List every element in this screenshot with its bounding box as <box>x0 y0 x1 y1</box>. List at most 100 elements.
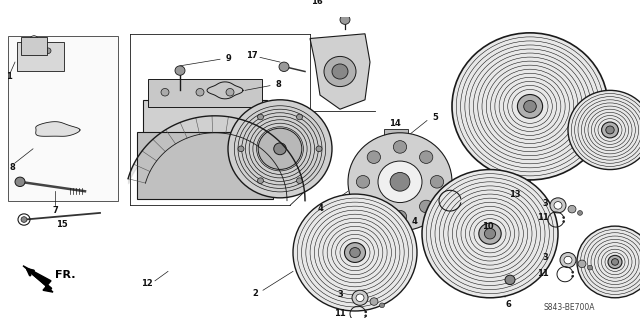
Circle shape <box>257 114 264 120</box>
Circle shape <box>611 259 618 265</box>
Circle shape <box>316 146 322 152</box>
Text: 10: 10 <box>482 222 494 231</box>
FancyBboxPatch shape <box>17 42 64 70</box>
Circle shape <box>367 200 381 213</box>
Circle shape <box>365 311 367 313</box>
Text: 17: 17 <box>246 51 258 60</box>
Circle shape <box>563 220 564 222</box>
Circle shape <box>422 170 558 298</box>
Circle shape <box>356 175 370 188</box>
Circle shape <box>356 294 364 301</box>
Text: 3: 3 <box>542 199 548 208</box>
Text: FR.: FR. <box>55 270 76 280</box>
FancyBboxPatch shape <box>384 129 408 144</box>
Text: 4: 4 <box>317 204 323 213</box>
Circle shape <box>380 303 385 308</box>
Circle shape <box>279 62 289 71</box>
Circle shape <box>293 194 417 311</box>
Circle shape <box>226 88 234 96</box>
Circle shape <box>550 198 566 213</box>
Circle shape <box>352 290 368 305</box>
Circle shape <box>348 133 452 231</box>
Circle shape <box>324 56 356 86</box>
Circle shape <box>606 126 614 134</box>
Circle shape <box>460 197 462 200</box>
Circle shape <box>554 202 562 209</box>
Circle shape <box>578 260 586 268</box>
Text: 7: 7 <box>52 206 58 215</box>
Circle shape <box>577 211 582 215</box>
Polygon shape <box>23 266 53 292</box>
Circle shape <box>296 178 303 183</box>
FancyBboxPatch shape <box>2 19 638 316</box>
Circle shape <box>161 88 169 96</box>
Text: 1: 1 <box>6 72 12 81</box>
Text: 11: 11 <box>334 309 346 318</box>
FancyBboxPatch shape <box>143 100 267 160</box>
FancyBboxPatch shape <box>137 132 273 199</box>
Text: 3: 3 <box>337 291 343 300</box>
Circle shape <box>257 178 264 183</box>
Circle shape <box>21 217 27 222</box>
Circle shape <box>258 128 302 169</box>
Text: 8: 8 <box>9 163 15 172</box>
Circle shape <box>365 315 367 317</box>
Circle shape <box>460 202 462 204</box>
Circle shape <box>24 43 32 51</box>
Text: 3: 3 <box>542 253 548 262</box>
Text: 8: 8 <box>275 80 281 89</box>
Circle shape <box>30 36 38 43</box>
Circle shape <box>15 177 25 187</box>
Circle shape <box>296 114 303 120</box>
Circle shape <box>572 271 573 273</box>
FancyBboxPatch shape <box>21 37 47 56</box>
Circle shape <box>228 100 332 198</box>
Circle shape <box>479 223 501 244</box>
Circle shape <box>387 134 393 139</box>
Circle shape <box>238 146 244 152</box>
Text: 5: 5 <box>432 113 438 122</box>
FancyBboxPatch shape <box>8 36 118 201</box>
Circle shape <box>394 141 406 153</box>
Text: 12: 12 <box>141 279 153 288</box>
Circle shape <box>196 88 204 96</box>
Circle shape <box>367 151 381 163</box>
Text: 11: 11 <box>537 269 549 278</box>
Circle shape <box>564 256 572 264</box>
Circle shape <box>394 211 406 223</box>
Text: S843-BE700A: S843-BE700A <box>543 303 595 312</box>
Circle shape <box>419 200 433 213</box>
Text: 6: 6 <box>505 300 511 309</box>
Text: 4: 4 <box>412 217 418 226</box>
Circle shape <box>452 33 608 180</box>
Circle shape <box>274 143 286 155</box>
Circle shape <box>602 122 618 138</box>
Circle shape <box>175 66 185 75</box>
Polygon shape <box>310 34 370 109</box>
Circle shape <box>340 15 350 24</box>
Circle shape <box>608 255 622 269</box>
Circle shape <box>349 248 360 257</box>
Circle shape <box>390 173 410 191</box>
Circle shape <box>517 94 543 118</box>
Circle shape <box>419 151 433 163</box>
Circle shape <box>399 134 405 139</box>
Circle shape <box>378 161 422 203</box>
Text: 14: 14 <box>389 119 401 128</box>
Circle shape <box>524 100 536 112</box>
Circle shape <box>568 205 576 213</box>
Text: 16: 16 <box>311 0 323 6</box>
Circle shape <box>568 90 640 170</box>
Circle shape <box>484 228 495 239</box>
Polygon shape <box>36 122 80 136</box>
Text: 11: 11 <box>537 213 549 222</box>
Text: 13: 13 <box>509 189 521 198</box>
Circle shape <box>563 217 564 219</box>
Text: 15: 15 <box>56 220 68 229</box>
Circle shape <box>572 275 573 277</box>
Circle shape <box>560 253 576 268</box>
Circle shape <box>344 243 365 263</box>
Circle shape <box>45 48 51 54</box>
Circle shape <box>430 175 444 188</box>
Circle shape <box>35 42 41 48</box>
